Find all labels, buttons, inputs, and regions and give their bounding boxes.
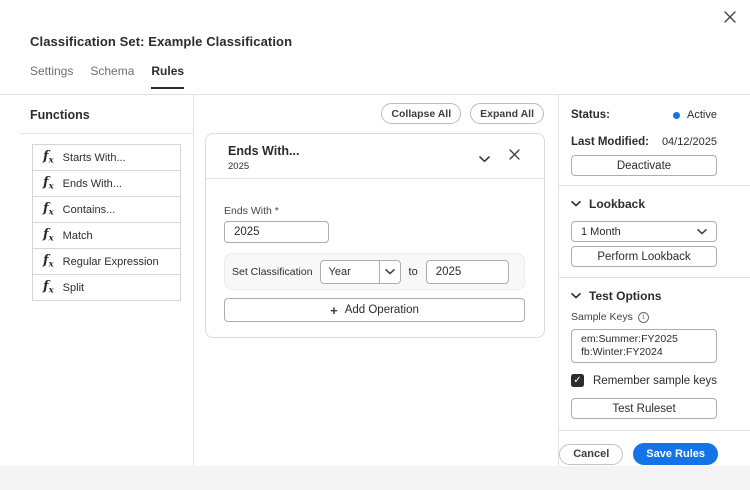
status-label: Status: bbox=[571, 109, 610, 121]
status-dot bbox=[673, 111, 681, 119]
function-item[interactable]: fx Starts With... bbox=[32, 144, 181, 171]
function-label: Ends With... bbox=[62, 177, 122, 190]
function-item[interactable]: fx Ends With... bbox=[32, 170, 181, 197]
divider bbox=[559, 277, 750, 278]
deactivate-button[interactable]: Deactivate bbox=[571, 155, 717, 176]
save-rules-button[interactable]: Save Rules bbox=[633, 443, 718, 465]
test-ruleset-button[interactable]: Test Ruleset bbox=[571, 398, 717, 419]
tab[interactable]: Settings bbox=[30, 64, 74, 78]
classification-select-value: Year bbox=[328, 265, 351, 278]
classification-set-dialog: Classification Set: Example Classificati… bbox=[0, 0, 750, 466]
fx-icon: fx bbox=[43, 227, 54, 244]
status-value: Active bbox=[673, 109, 717, 121]
rule-card-title: Ends With... bbox=[228, 144, 300, 158]
plus-icon: + bbox=[330, 302, 338, 318]
details-panel: Status: Active Last Modified: 04/12/2025… bbox=[559, 95, 750, 466]
dialog-footer: Cancel Save Rules bbox=[559, 443, 718, 465]
set-classification-label: Set Classification bbox=[232, 265, 313, 278]
fx-icon: fx bbox=[43, 253, 54, 270]
remember-checkbox[interactable]: ✓ bbox=[571, 374, 584, 387]
function-item[interactable]: fx Split bbox=[32, 274, 181, 301]
collapse-all-button[interactable]: Collapse All bbox=[381, 103, 462, 124]
lookback-select-value: 1 Month bbox=[581, 225, 621, 238]
add-operation-button[interactable]: + Add Operation bbox=[224, 298, 525, 322]
function-item[interactable]: fx Contains... bbox=[32, 196, 181, 223]
rule-card: Ends With... 2025 Ends With * 2025 bbox=[205, 133, 545, 338]
ends-with-input[interactable]: 2025 bbox=[224, 221, 329, 243]
sample-keys-textarea[interactable]: em:Summer:FY2025 fb:Winter:FY2024 bbox=[571, 329, 717, 363]
rule-card-body: Ends With * 2025 Set Classification Year… bbox=[206, 179, 544, 322]
status-row: Status: Active bbox=[571, 108, 717, 122]
functions-panel: Functions fx Starts With... fx Ends With… bbox=[0, 95, 194, 466]
rules-toolbar: Collapse All Expand All bbox=[381, 103, 544, 124]
function-label: Split bbox=[62, 281, 85, 294]
chevron-down-icon[interactable] bbox=[479, 150, 490, 168]
main-content: Functions fx Starts With... fx Ends With… bbox=[0, 95, 750, 466]
rules-panel: Collapse All Expand All Ends With... 202… bbox=[194, 95, 559, 466]
required-asterisk: * bbox=[274, 205, 279, 217]
sample-keys-label: Sample Keys i bbox=[571, 311, 649, 323]
divider bbox=[20, 133, 193, 134]
functions-list: fx Starts With... fx Ends With... fx Con… bbox=[32, 144, 181, 301]
chevron-down-icon bbox=[571, 201, 581, 207]
fx-icon: fx bbox=[43, 279, 54, 296]
tabbar-divider bbox=[0, 94, 750, 95]
classification-select[interactable]: Year bbox=[319, 259, 401, 284]
chevron-down-icon bbox=[378, 260, 400, 283]
page-title: Classification Set: Example Classificati… bbox=[30, 34, 293, 49]
function-item[interactable]: fx Regular Expression bbox=[32, 248, 181, 275]
lookback-select[interactable]: 1 Month bbox=[571, 221, 717, 242]
lookback-section-header[interactable]: Lookback bbox=[571, 197, 645, 211]
function-label: Contains... bbox=[62, 203, 116, 216]
last-modified-row: Last Modified: 04/12/2025 bbox=[571, 135, 717, 149]
fx-icon: fx bbox=[43, 149, 54, 166]
rule-card-header: Ends With... 2025 bbox=[206, 134, 544, 179]
fx-icon: fx bbox=[43, 201, 54, 218]
chevron-down-icon bbox=[571, 293, 581, 299]
to-label: to bbox=[408, 265, 418, 278]
function-label: Starts With... bbox=[62, 151, 126, 164]
tab[interactable]: Schema bbox=[90, 64, 135, 78]
rule-card-subtitle: 2025 bbox=[228, 161, 250, 172]
cancel-button[interactable]: Cancel bbox=[559, 443, 624, 465]
fx-icon: fx bbox=[43, 175, 54, 192]
expand-all-button[interactable]: Expand All bbox=[470, 103, 544, 124]
divider bbox=[559, 185, 750, 186]
remember-sample-keys-row: ✓ Remember sample keys bbox=[571, 374, 717, 387]
remember-checkbox-label: Remember sample keys bbox=[593, 374, 717, 387]
ends-with-field-label: Ends With * bbox=[224, 205, 279, 217]
divider bbox=[559, 430, 750, 431]
chevron-down-icon bbox=[697, 228, 707, 234]
tab[interactable]: Rules bbox=[151, 64, 185, 89]
close-icon[interactable] bbox=[722, 9, 738, 25]
functions-heading: Functions bbox=[30, 108, 90, 122]
set-classification-box: Set Classification Year to 2025 bbox=[224, 253, 525, 290]
last-modified-label: Last Modified: bbox=[571, 136, 649, 148]
last-modified-value: 04/12/2025 bbox=[661, 136, 717, 148]
function-label: Regular Expression bbox=[62, 255, 159, 268]
info-icon[interactable]: i bbox=[637, 311, 649, 323]
tab-bar: Settings Schema Rules bbox=[30, 64, 185, 89]
perform-lookback-button[interactable]: Perform Lookback bbox=[571, 246, 717, 267]
test-options-section-header[interactable]: Test Options bbox=[571, 289, 661, 303]
function-item[interactable]: fx Match bbox=[32, 222, 181, 249]
remove-rule-icon[interactable] bbox=[507, 147, 521, 161]
function-label: Match bbox=[62, 229, 93, 242]
classification-value-input[interactable]: 2025 bbox=[425, 259, 509, 284]
